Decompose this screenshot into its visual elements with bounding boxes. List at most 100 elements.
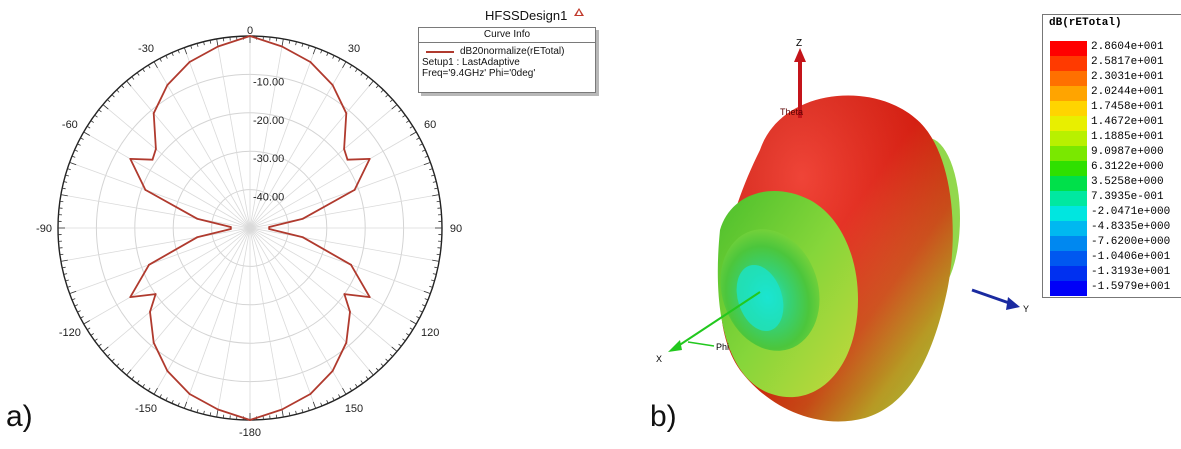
trace-point — [310, 61, 312, 63]
trace-point — [196, 236, 198, 238]
legend-color-swatch — [1050, 251, 1087, 266]
outer-tick — [376, 85, 378, 88]
outer-tick — [282, 39, 283, 46]
outer-tick — [184, 48, 186, 55]
angle-tick-label: 60 — [424, 119, 436, 131]
outer-tick — [87, 126, 90, 128]
outer-tick — [160, 394, 162, 397]
outer-tick — [75, 305, 78, 306]
outer-tick — [431, 175, 434, 176]
outer-tick — [70, 162, 77, 164]
x-axis-label: X — [656, 354, 662, 364]
outer-tick — [166, 397, 168, 400]
z-axis-label: Z — [796, 38, 802, 49]
trace-point — [189, 61, 191, 63]
outer-tick — [343, 388, 347, 394]
trace-point — [302, 218, 304, 220]
outer-tick — [84, 321, 90, 325]
outer-tick — [65, 280, 68, 281]
legend-color-swatch — [1050, 221, 1087, 236]
radial-tick-label: -20.00 — [253, 115, 284, 127]
trace-point — [149, 311, 151, 313]
outer-tick — [327, 400, 328, 403]
outer-tick — [80, 316, 83, 318]
legend-value: 2.8604e+001 — [1091, 41, 1164, 53]
outer-tick — [148, 388, 150, 391]
outer-tick — [137, 380, 139, 383]
outer-tick — [355, 384, 357, 387]
outer-tick — [416, 138, 419, 140]
legend-row: -1.3193e+001 — [1043, 266, 1181, 281]
outer-tick — [70, 291, 77, 293]
outer-tick — [333, 55, 335, 58]
outer-tick — [392, 347, 397, 351]
trace-point — [268, 228, 270, 230]
outer-tick — [184, 402, 186, 409]
legend-row: 2.8604e+001 — [1043, 41, 1181, 56]
legend-color-swatch — [1050, 236, 1087, 251]
outer-tick — [402, 339, 405, 341]
legend-value: 2.0244e+001 — [1091, 86, 1164, 98]
outer-tick — [399, 110, 402, 112]
legend-color-swatch — [1050, 206, 1087, 221]
outer-tick — [429, 169, 432, 170]
outer-tick — [432, 260, 439, 261]
trace-point — [345, 342, 347, 344]
outer-tick — [416, 316, 419, 318]
legend-color-swatch — [1050, 101, 1087, 116]
curve-info-legend: Curve Info dB20normalize(rETotal) Setup1… — [418, 27, 596, 93]
trace-point — [155, 148, 157, 150]
trace-point — [347, 159, 349, 161]
legend-value: 1.1885e+001 — [1091, 131, 1164, 143]
outer-tick — [343, 62, 347, 68]
outer-tick — [148, 65, 150, 68]
legend-color-swatch — [1050, 146, 1087, 161]
outer-tick — [160, 58, 162, 61]
outer-tick — [91, 333, 94, 335]
outer-tick — [386, 359, 389, 361]
legend-value: -1.5979e+001 — [1091, 281, 1170, 293]
outer-tick — [419, 311, 422, 313]
outer-tick — [302, 43, 303, 46]
outer-tick — [166, 55, 168, 58]
legend-row: 9.0987e+000 — [1043, 146, 1181, 161]
legend-value: -1.0406e+001 — [1091, 251, 1170, 263]
outer-tick — [107, 354, 110, 356]
outer-tick — [95, 115, 98, 117]
outer-tick — [338, 394, 340, 397]
outer-tick — [431, 280, 434, 281]
trace-point — [230, 226, 232, 228]
outer-tick — [197, 43, 198, 46]
outer-tick — [197, 409, 198, 412]
trace-point — [343, 293, 345, 295]
legend-value: 1.7458e+001 — [1091, 101, 1164, 113]
legend-row: -2.0471e+000 — [1043, 206, 1181, 221]
trace-point — [230, 228, 232, 230]
outer-tick — [350, 388, 352, 391]
outer-tick — [410, 126, 413, 128]
outer-tick — [154, 388, 158, 394]
trace-point — [302, 236, 304, 238]
legend-params: Freq='9.4GHz' Phi='0deg' — [419, 68, 595, 79]
outer-tick — [390, 354, 393, 356]
outer-tick — [410, 328, 413, 330]
outer-tick — [95, 339, 98, 341]
outer-tick — [376, 368, 378, 371]
trace-point — [167, 84, 169, 86]
legend-row: 1.4672e+001 — [1043, 116, 1181, 131]
legend-color-swatch — [1050, 116, 1087, 131]
legend-value: -4.8335e+000 — [1091, 221, 1170, 233]
outer-tick — [117, 90, 119, 93]
y-axis — [972, 290, 1012, 304]
radial-tick-label: -40.00 — [253, 192, 284, 204]
legend-value: -7.6200e+000 — [1091, 236, 1170, 248]
outer-tick — [107, 100, 110, 102]
curve-info-title: Curve Info — [419, 28, 595, 43]
trace-point — [350, 264, 352, 266]
legend-entry: dB20normalize(rETotal) — [419, 46, 595, 57]
trace-point — [217, 409, 219, 411]
trace-point — [281, 409, 283, 411]
outer-tick — [112, 359, 115, 361]
outer-tick — [369, 81, 373, 86]
outer-tick — [361, 73, 363, 76]
